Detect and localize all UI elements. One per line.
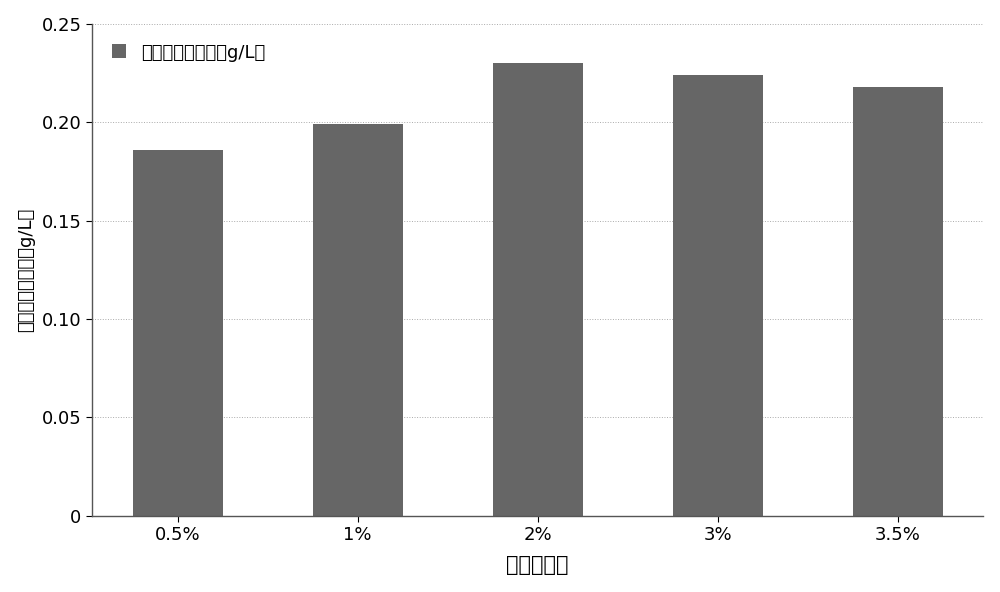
- Bar: [313, 124, 403, 516]
- Legend: 共轭亚油酸产量（g/L）: 共轭亚油酸产量（g/L）: [101, 33, 276, 72]
- Bar: [493, 63, 583, 516]
- Y-axis label: 共轭亚油酸产量（g/L）: 共轭亚油酸产量（g/L）: [17, 208, 35, 332]
- Bar: [673, 75, 763, 516]
- X-axis label: 葡萄糖浓度: 葡萄糖浓度: [506, 555, 569, 575]
- Bar: [133, 150, 223, 516]
- Bar: [853, 86, 943, 516]
